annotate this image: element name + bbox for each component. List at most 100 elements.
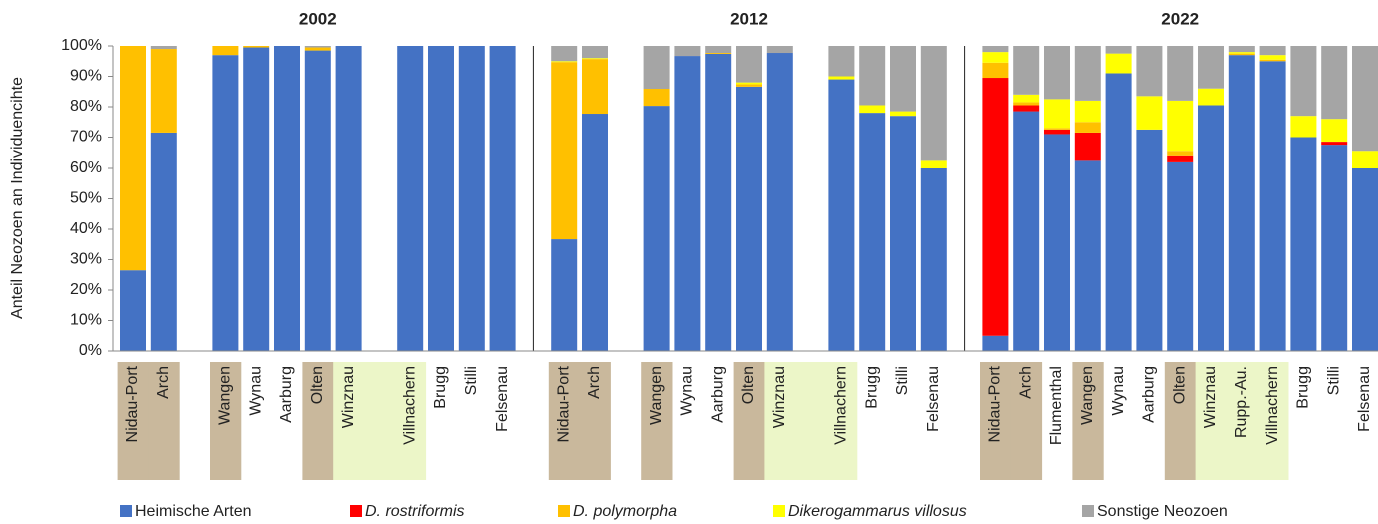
bar-segment	[458, 46, 485, 351]
legend-swatch	[350, 505, 362, 517]
legend-swatch	[120, 505, 132, 517]
bar-segment	[828, 76, 855, 80]
bar-segment	[828, 79, 855, 352]
bar-segment	[920, 160, 947, 168]
y-tick-label: 40%	[70, 220, 102, 237]
bar-segment	[397, 46, 424, 351]
bar-segment	[859, 46, 886, 106]
bar-segment	[1136, 46, 1163, 97]
y-tick-label: 30%	[70, 251, 102, 268]
y-tick-label: 0%	[79, 342, 102, 359]
bar-segment	[1321, 46, 1348, 120]
bar-segment	[736, 86, 762, 352]
bar-segment	[1259, 46, 1286, 56]
bar-segment	[120, 270, 146, 351]
bar-segment	[120, 46, 146, 271]
x-tick-label: Felsenau	[925, 366, 942, 432]
bar-segment	[1074, 122, 1101, 133]
bar-segment	[551, 61, 578, 63]
legend-label: D. rostriformis	[365, 503, 465, 520]
bar-segment	[643, 106, 670, 352]
category-highlight	[1010, 362, 1043, 480]
bar-segment	[736, 82, 762, 85]
bar-segment	[766, 46, 793, 54]
y-tick-label: 10%	[70, 312, 102, 329]
x-tick-label: Flumenthal	[1048, 366, 1065, 445]
x-tick-label: Aarburg	[709, 366, 726, 423]
bar-segment	[582, 59, 608, 115]
bar-segment	[1074, 160, 1101, 351]
bar-segment	[489, 46, 516, 351]
bar-segment	[243, 47, 270, 352]
x-tick-label: Felsenau	[1356, 366, 1373, 432]
legend-swatch	[558, 505, 570, 517]
x-tick-label: Olten	[309, 366, 326, 404]
bar-segment	[1198, 105, 1224, 351]
bar-segment	[1074, 100, 1101, 123]
y-axis-label: Anteil Neozoen an Individuencihte	[9, 77, 26, 319]
panel-title: 2022	[1161, 9, 1199, 28]
bar-segment	[643, 46, 670, 90]
y-tick-label: 20%	[70, 281, 102, 298]
x-tick-label: Winznau	[1202, 366, 1219, 428]
y-tick-label: 100%	[61, 37, 102, 54]
bar-segment	[274, 46, 300, 351]
legend-label: Heimische Arten	[135, 503, 252, 520]
x-tick-label: Nidau-Port	[555, 365, 572, 442]
bar-segment	[920, 168, 947, 351]
bar-segment	[304, 46, 331, 48]
bar-segment	[982, 78, 1009, 336]
bar-segment	[705, 46, 732, 54]
x-tick-label: Stilli	[463, 366, 480, 395]
y-tick-label: 50%	[70, 190, 102, 207]
bar-segment	[1044, 134, 1070, 351]
bar-segment	[1290, 116, 1317, 138]
bar-segment	[1074, 132, 1101, 161]
bar-segment	[1228, 52, 1255, 54]
y-tick-label: 80%	[70, 98, 102, 115]
category-highlight	[117, 362, 149, 480]
x-tick-label: Stilli	[1325, 366, 1342, 395]
bar-segment	[1352, 168, 1378, 351]
category-highlight	[826, 362, 858, 480]
bar-segment	[1228, 55, 1255, 352]
x-tick-label: Felsenau	[494, 366, 511, 432]
x-tick-label: Wangen	[217, 366, 234, 425]
x-tick-label: Villnachern	[833, 366, 850, 445]
x-tick-label: Villnachern	[1264, 366, 1281, 445]
category-highlight	[579, 362, 611, 480]
legend-swatch	[773, 505, 785, 517]
category-highlight	[1164, 362, 1197, 480]
category-highlight	[364, 362, 396, 480]
category-highlight	[302, 362, 334, 480]
bar-segment	[859, 105, 886, 114]
category-highlight	[764, 362, 796, 480]
x-tick-label: Villnachern	[401, 366, 418, 445]
bar-segment	[982, 335, 1009, 351]
bar-segment	[1198, 88, 1224, 106]
bar-segment	[335, 46, 362, 351]
bar-segment	[643, 89, 670, 107]
bar-segment	[1290, 137, 1317, 351]
bar-segment	[705, 53, 732, 54]
y-tick-label: 70%	[70, 129, 102, 146]
bar-segment	[551, 62, 578, 240]
bar-segment	[1290, 46, 1317, 117]
x-tick-label: Olten	[1171, 366, 1188, 404]
x-tick-label: Nidau-Port	[987, 365, 1004, 442]
bar-segment	[1352, 46, 1378, 152]
bar-segment	[982, 46, 1009, 53]
bar-segment	[1198, 46, 1224, 89]
x-tick-label: Nidau-Port	[124, 365, 141, 442]
panel-title: 2012	[730, 9, 768, 28]
x-tick-label: Stilli	[894, 366, 911, 395]
category-highlight	[641, 362, 673, 480]
bar-segment	[1259, 59, 1286, 62]
bar-segment	[736, 46, 762, 83]
bar-segment	[1013, 94, 1040, 103]
bar-segment	[890, 111, 916, 117]
x-tick-label: Aarburg	[1141, 366, 1158, 423]
bar-segment	[1136, 96, 1163, 130]
bar-segment	[551, 46, 578, 62]
x-tick-label: Olten	[740, 366, 757, 404]
